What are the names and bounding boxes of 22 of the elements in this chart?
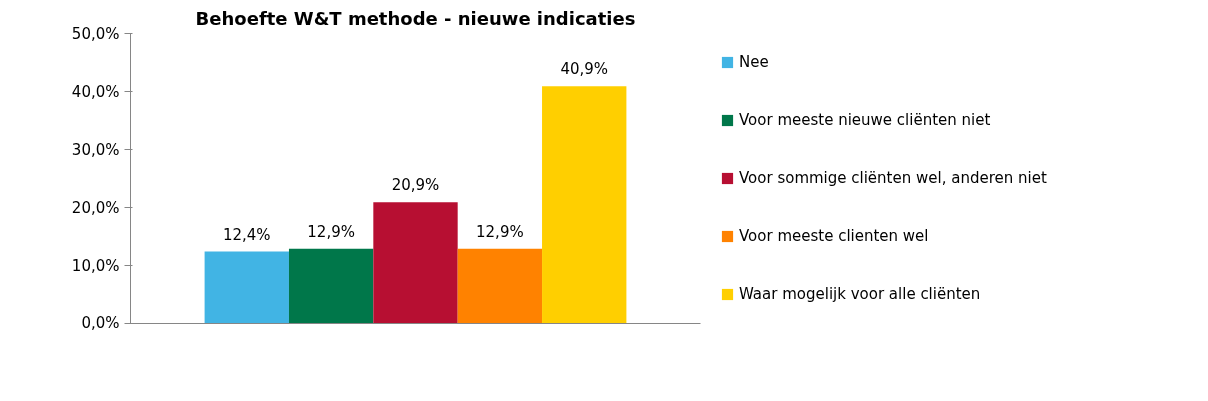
data-label: 12,9% (476, 222, 524, 241)
y-tick-label: 20,0% (71, 198, 120, 217)
data-label: 20,9% (391, 176, 440, 195)
y-tick-label: 50,0% (71, 24, 120, 43)
legend-label: Voor meeste nieuwe cliënten niet (739, 111, 991, 129)
y-tick-label: 0,0% (81, 313, 120, 332)
data-label: 12,9% (307, 222, 355, 241)
bar (204, 251, 289, 324)
legend-label: Voor meeste clienten wel (739, 227, 929, 245)
bar (457, 248, 543, 324)
bar (288, 248, 374, 324)
y-tick-label: 10,0% (71, 256, 120, 275)
legend-label: Voor sommige cliënten wel, anderen niet (739, 169, 1047, 187)
legend-label: Waar mogelijk voor alle cliënten (739, 285, 981, 303)
data-label: 40,9% (560, 60, 609, 79)
y-tick-label: 30,0% (71, 140, 120, 159)
chart-title: Behoefte W&T methode - nieuwe indicaties (195, 7, 636, 29)
bar (542, 86, 627, 324)
bar (373, 202, 458, 324)
y-tick-label: 40,0% (71, 82, 120, 101)
legend-label: Nee (739, 53, 769, 71)
data-label: 12,4% (222, 225, 271, 244)
